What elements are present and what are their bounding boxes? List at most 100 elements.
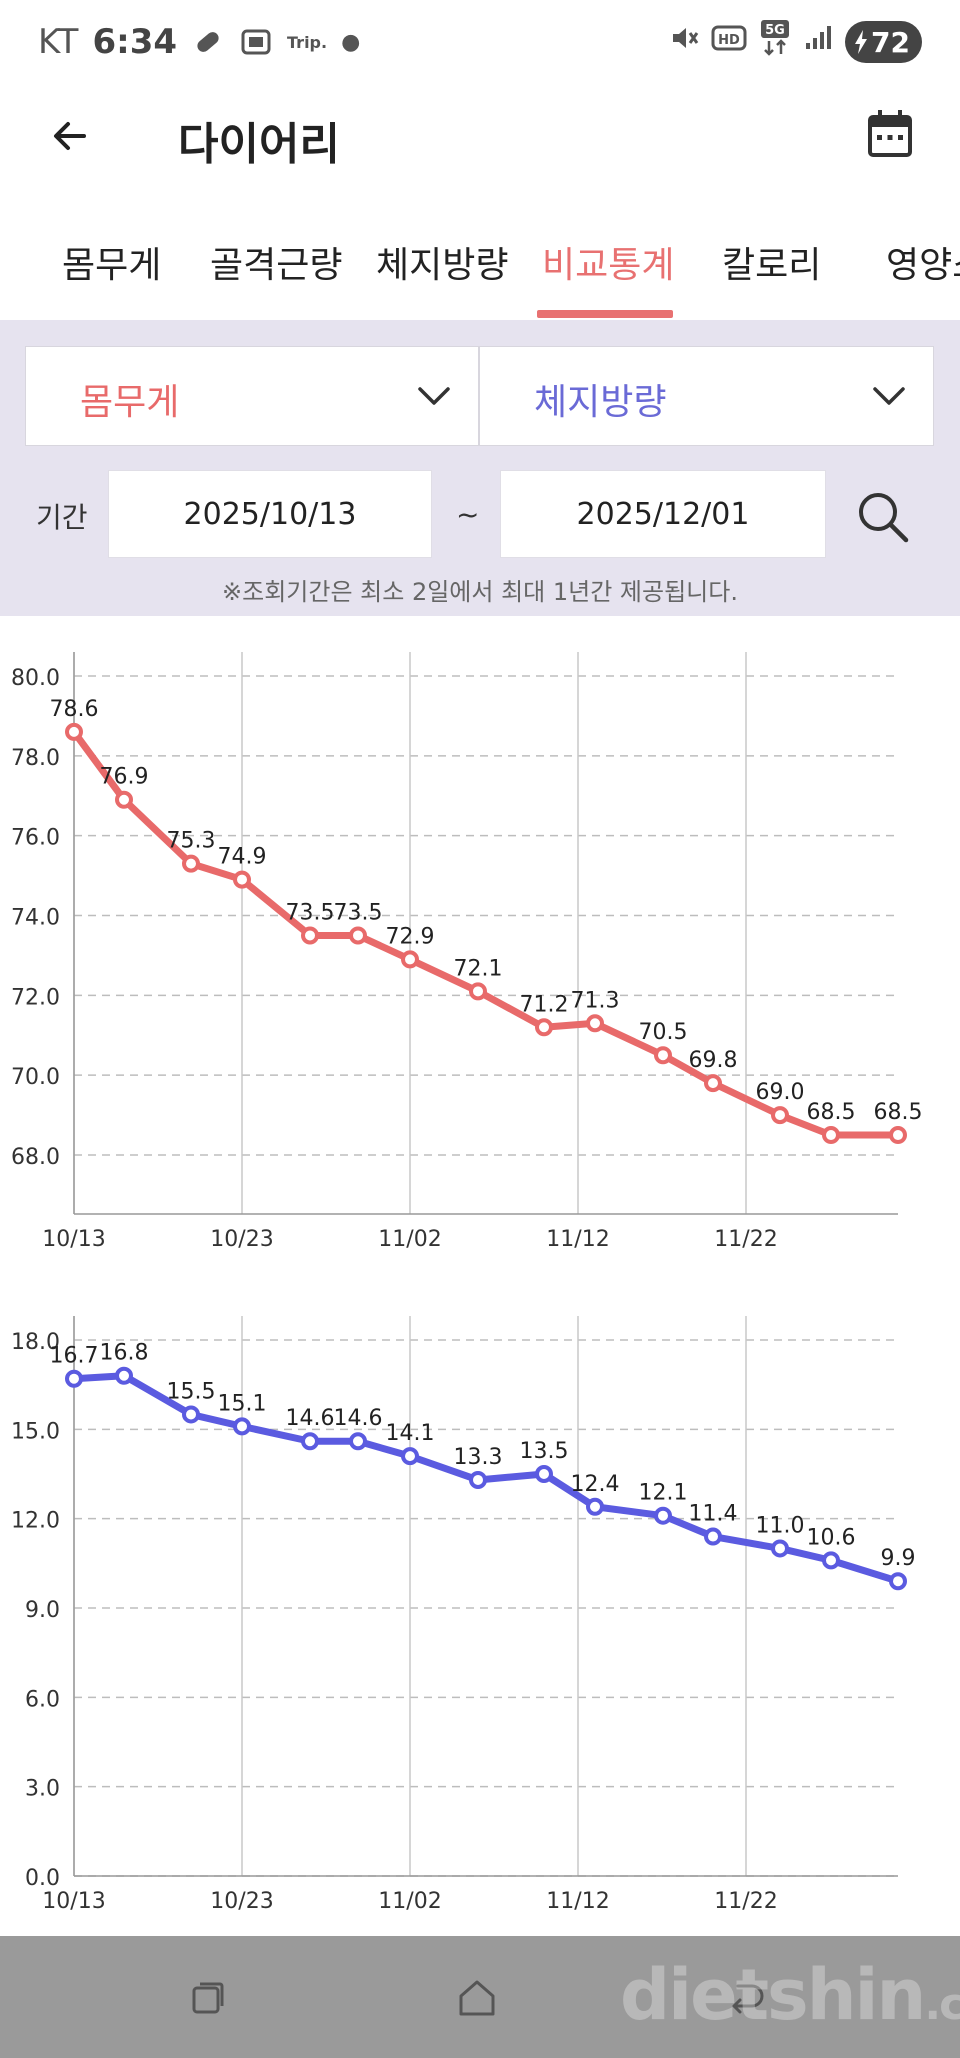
data-label: 71.2 (520, 992, 569, 1017)
data-label: 69.0 (756, 1080, 805, 1105)
mute-icon (669, 22, 699, 62)
y-tick-label: 12.0 (11, 1509, 60, 1534)
x-tick-label: 11/02 (378, 1889, 441, 1914)
body-fat-line-chart: 18.0 15.0 12.0 9.0 6.0 3.0 0.010/13 10/23 11/02 1… (11, 1316, 916, 1914)
x-tick-label: 11/12 (546, 1227, 609, 1252)
data-label: 72.1 (454, 956, 503, 981)
start-date-field[interactable]: 2025/10/13 (108, 470, 432, 558)
trip-icon: Trip. (287, 32, 328, 52)
data-label: 69.8 (689, 1048, 738, 1073)
search-button[interactable] (856, 490, 910, 544)
data-label: 11.0 (756, 1513, 805, 1538)
signal-icon (803, 22, 833, 62)
clock-time: 6:34 (92, 22, 178, 62)
chevron-down-icon (418, 387, 450, 405)
x-tick-label: 10/23 (210, 1227, 273, 1252)
data-label: 12.1 (639, 1481, 688, 1506)
y-tick-label: 70.0 (11, 1065, 60, 1090)
data-label: 11.4 (689, 1502, 738, 1527)
data-point (535, 1465, 553, 1483)
data-point (115, 1366, 133, 1385)
recent-apps-button[interactable] (186, 1976, 230, 2020)
recent-apps-icon (192, 1982, 224, 2014)
secondary-metric-select[interactable]: 체지방량 (479, 346, 934, 446)
data-point (704, 1527, 722, 1546)
x-tick-label: 10/13 (42, 1889, 105, 1914)
y-tick-label: 80.0 (11, 666, 60, 691)
data-point (301, 926, 319, 945)
home-icon (459, 1980, 495, 2016)
x-tick-label: 10/13 (42, 1227, 105, 1252)
x-tick-label: 11/12 (546, 1889, 609, 1914)
tab-calories[interactable]: 칼로리 (722, 245, 822, 286)
system-back-button[interactable] (724, 1976, 768, 2020)
data-point (889, 1572, 907, 1591)
primary-metric-select[interactable]: 몸무게 (25, 346, 479, 446)
data-label: 71.3 (571, 988, 620, 1013)
date-separator: ~ (456, 498, 480, 531)
home-button[interactable] (455, 1976, 499, 2020)
data-label: 73.5 (334, 900, 383, 925)
data-label: 70.5 (639, 1020, 688, 1045)
data-point (822, 1551, 840, 1570)
site-watermark: dietshin.com (620, 1954, 960, 2036)
body-fat-chart: 18.0 15.0 12.0 9.0 6.0 3.0 0.0 10/13 10/23 11/02 1… (0, 1272, 960, 1936)
data-label: 10.6 (807, 1525, 856, 1550)
data-point (654, 1506, 672, 1525)
data-point (233, 1417, 251, 1436)
data-label: 15.5 (167, 1379, 216, 1404)
chevron-down-icon (873, 387, 905, 405)
calendar-button[interactable] (866, 108, 914, 160)
data-label: 76.9 (100, 765, 149, 790)
data-point (535, 1018, 553, 1037)
data-point (65, 1369, 83, 1388)
data-label: 14.6 (286, 1406, 335, 1431)
y-tick-label: 0.0 (25, 1866, 60, 1891)
svg-text:5G: 5G (765, 23, 785, 38)
x-tick-label: 11/22 (714, 1227, 777, 1252)
back-button[interactable] (48, 114, 92, 158)
data-label: 16.7 (50, 1344, 99, 1369)
dot-icon: ● (341, 29, 361, 55)
data-label: 72.9 (386, 924, 435, 949)
tab-weight[interactable]: 몸무게 (62, 245, 162, 286)
data-point (65, 722, 83, 741)
data-point (654, 1046, 672, 1065)
primary-metric-value: 몸무게 (80, 382, 180, 423)
arrow-left-icon (54, 122, 86, 150)
category-tabs: 몸무게 골격근량 체지방량 비교통계 칼로리 영양소 (0, 228, 960, 320)
data-point (704, 1074, 722, 1093)
tab-body-fat[interactable]: 체지방량 (376, 245, 509, 286)
data-label: 73.5 (286, 900, 335, 925)
y-tick-label: 15.0 (11, 1419, 60, 1444)
image-cast-icon (239, 27, 273, 57)
period-notice: ※조회기간은 최소 2일에서 최대 1년간 제공됩니다. (222, 578, 738, 606)
end-date-field[interactable]: 2025/12/01 (500, 470, 826, 558)
search-icon (859, 493, 909, 543)
y-tick-label: 68.0 (11, 1145, 60, 1170)
data-label: 14.6 (334, 1406, 383, 1431)
pill-icon (191, 27, 225, 57)
tab-compare-stats[interactable]: 비교통계 (542, 245, 675, 286)
data-point (771, 1539, 789, 1558)
back-icon (732, 1984, 764, 2014)
hd-icon: HD (711, 22, 747, 62)
tab-skeletal-muscle[interactable]: 골격근량 (210, 245, 343, 286)
secondary-metric-value: 체지방량 (534, 382, 667, 423)
data-point (469, 1470, 487, 1489)
y-tick-label: 76.0 (11, 826, 60, 851)
data-label: 78.6 (50, 697, 99, 722)
data-label: 74.9 (218, 845, 267, 870)
x-tick-label: 11/02 (378, 1227, 441, 1252)
y-tick-label: 9.0 (25, 1598, 60, 1623)
data-point (182, 854, 200, 873)
data-label: 14.1 (386, 1421, 435, 1446)
data-label: 68.5 (874, 1100, 923, 1125)
data-label: 13.5 (520, 1439, 569, 1464)
data-point (401, 1447, 419, 1466)
period-label: 기간 (36, 501, 88, 534)
weight-chart: 80.0 78.0 76.0 74.0 72.0 70.0 68.0 10/13 10/23 11… (0, 616, 960, 1272)
tab-nutrients[interactable]: 영양소 (886, 245, 960, 286)
data-point (301, 1432, 319, 1451)
x-tick-label: 10/23 (210, 1889, 273, 1914)
